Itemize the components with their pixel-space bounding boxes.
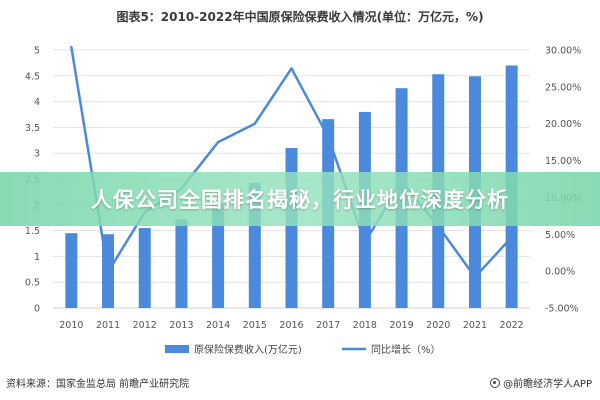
legend-label-line: 同比增长（%） bbox=[371, 343, 441, 356]
bar-2015 bbox=[248, 182, 261, 308]
y-left-tick-label: 0.5 bbox=[25, 278, 40, 289]
x-tick-label: 2018 bbox=[353, 320, 377, 331]
x-tick-label: 2012 bbox=[133, 320, 157, 331]
growth-point-2010 bbox=[70, 45, 73, 49]
y-right-tick-label: 5.00% bbox=[545, 230, 575, 241]
y-right-tick-label: 25.00% bbox=[545, 82, 581, 93]
x-tick-label: 2015 bbox=[243, 320, 267, 331]
growth-point-2015 bbox=[253, 122, 257, 125]
chart-title: 图表5：2010-2022年中国原保险保费收入情况(单位：万亿元，%) bbox=[116, 10, 484, 24]
y-right-tick-label: -5.00% bbox=[545, 304, 579, 315]
brand-logo-icon bbox=[490, 377, 501, 388]
x-tick-label: 2022 bbox=[500, 320, 524, 331]
legend-label-bar: 原保险保费收入(万亿元) bbox=[194, 343, 302, 356]
growth-point-2011 bbox=[106, 270, 110, 274]
bar-2014 bbox=[212, 203, 225, 308]
y-left-tick-label: 5 bbox=[34, 46, 40, 57]
x-tick-label: 2021 bbox=[463, 320, 487, 331]
x-tick-label: 2019 bbox=[389, 320, 413, 331]
y-left-tick-label: 4 bbox=[34, 97, 40, 108]
x-tick-label: 2016 bbox=[279, 320, 303, 331]
y-left-tick-label: 1.5 bbox=[25, 226, 40, 237]
y-left-tick-label: 0 bbox=[34, 304, 40, 315]
y-right-tick-label: 0.00% bbox=[545, 267, 575, 278]
y-left-tick-label: 1 bbox=[34, 252, 40, 263]
growth-point-2018 bbox=[363, 241, 367, 244]
headline-banner[interactable]: 人保公司全国排名揭秘，行业地位深度分析 bbox=[0, 172, 600, 226]
growth-point-2016 bbox=[290, 67, 293, 70]
brand-credit: @前瞻经济学人APP bbox=[490, 375, 592, 390]
x-tick-label: 2011 bbox=[96, 320, 120, 331]
y-right-tick-label: 20.00% bbox=[545, 119, 581, 130]
x-tick-label: 2010 bbox=[59, 320, 83, 331]
x-tick-label: 2017 bbox=[316, 320, 340, 331]
growth-point-2017 bbox=[326, 135, 330, 139]
y-right-tick-label: 15.00% bbox=[545, 156, 581, 167]
y-left-tick-label: 3 bbox=[34, 149, 40, 160]
brand-text: @前瞻经济学人APP bbox=[503, 379, 592, 390]
y-left-tick-label: 4.5 bbox=[25, 71, 40, 82]
growth-point-2021 bbox=[473, 275, 477, 279]
growth-point-2022 bbox=[510, 236, 513, 239]
x-tick-label: 2013 bbox=[169, 320, 193, 331]
bar-2012 bbox=[138, 228, 151, 308]
source-note: 资料来源：国家金监总局 前瞻产业研究院 bbox=[6, 379, 190, 390]
x-tick-label: 2020 bbox=[426, 320, 450, 331]
headline-text: 人保公司全国排名揭秘，行业地位深度分析 bbox=[91, 188, 509, 212]
x-tick-label: 2014 bbox=[206, 320, 230, 331]
legend-swatch-bar bbox=[165, 345, 189, 353]
y-right-tick-label: 30.00% bbox=[545, 46, 581, 57]
y-left-tick-label: 3.5 bbox=[25, 123, 40, 134]
growth-point-2014 bbox=[216, 140, 220, 144]
bar-2013 bbox=[175, 219, 188, 308]
bar-2010 bbox=[65, 233, 78, 308]
